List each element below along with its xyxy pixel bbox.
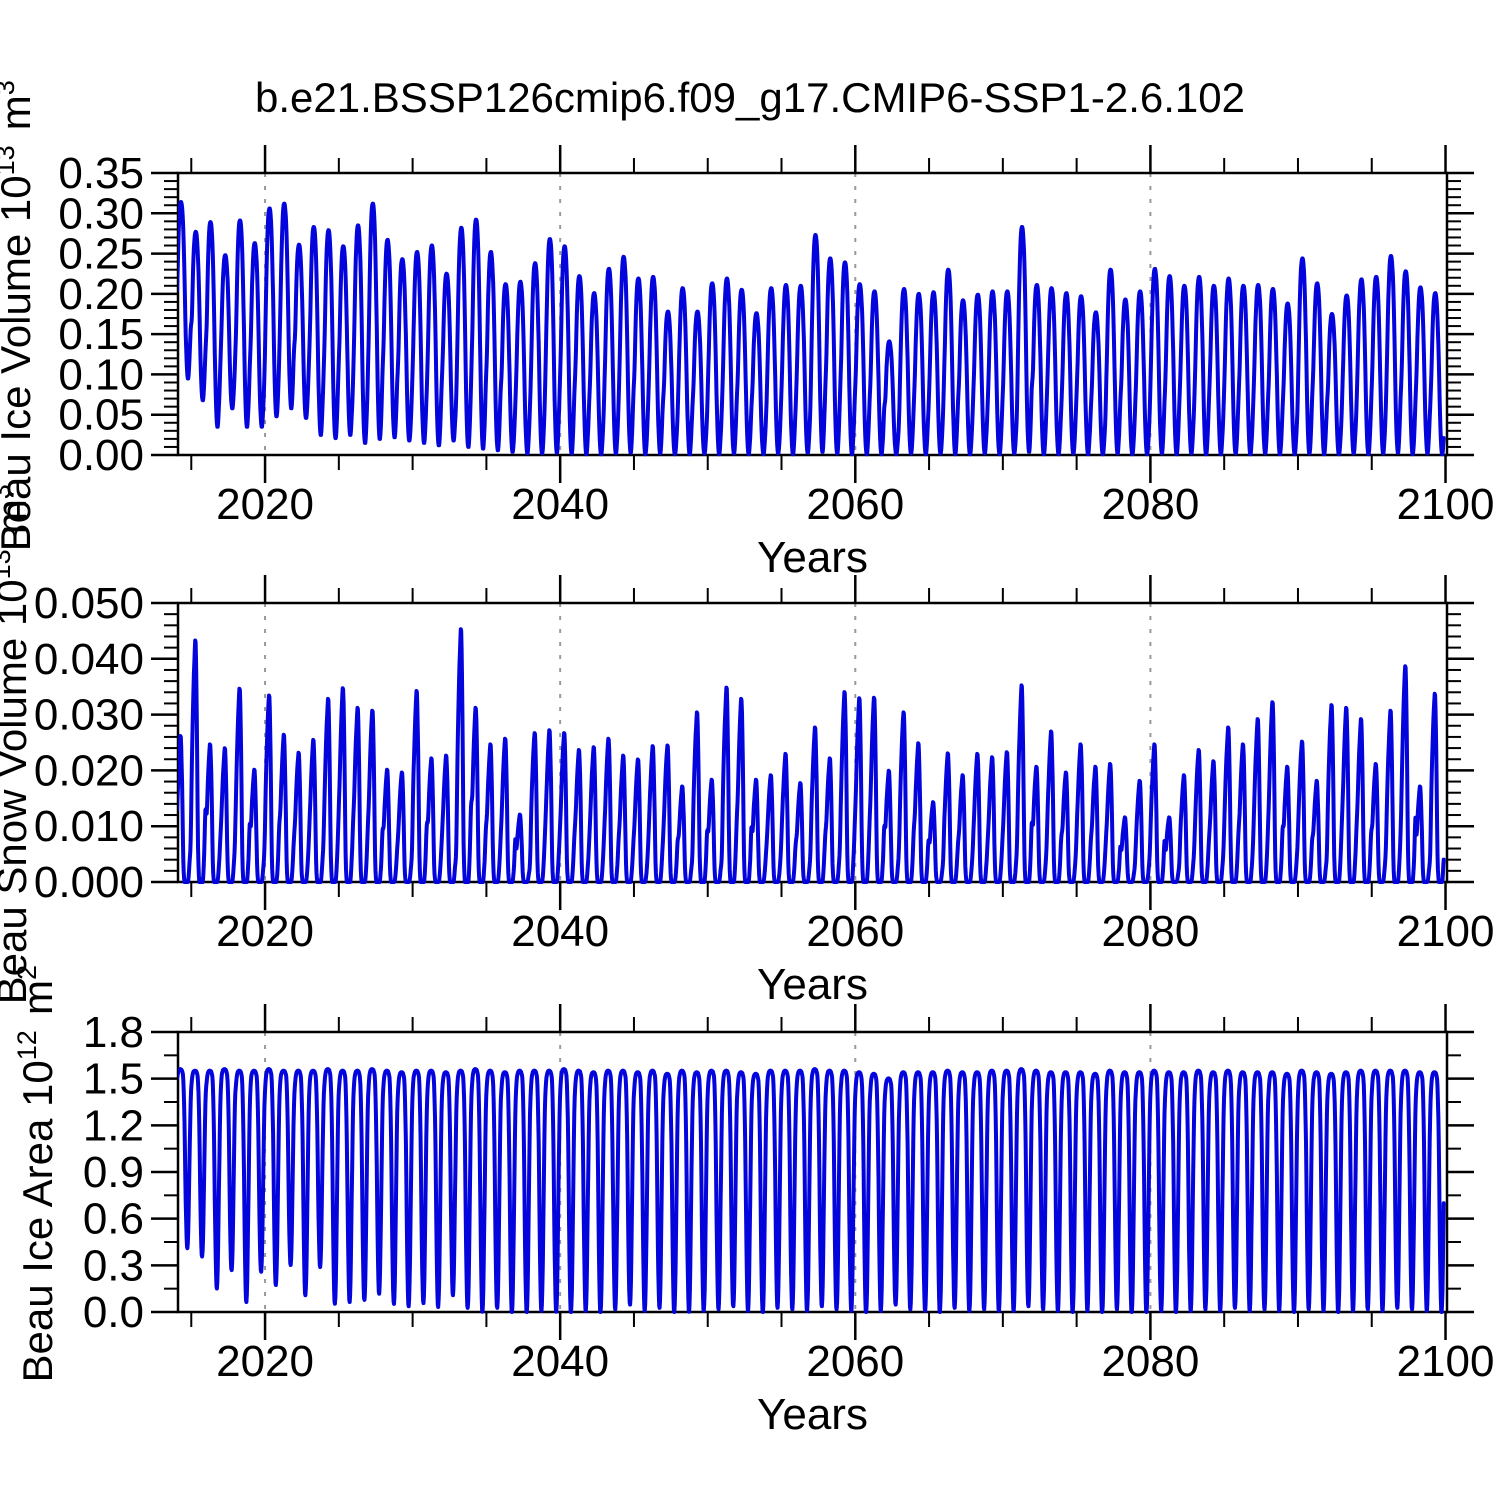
ylabel-text: Beau Snow Volume 10 — [0, 579, 35, 1004]
ylabel-text: Beau Ice Area 10 — [14, 1060, 61, 1382]
y-tick-label: 0.30 — [58, 189, 144, 238]
x-tick-label: 2040 — [511, 480, 609, 529]
ylabel-text: m — [14, 980, 61, 1027]
panel-ice-area: 2020 2040 2060 2080 2100Years0.00.30.60.91.2… — [12, 961, 1495, 1439]
x-tick-label: 2020 — [216, 1337, 314, 1386]
series-line-snow-volume — [178, 627, 1446, 884]
series-line-ice-area — [178, 1067, 1446, 1314]
plot-frame — [176, 171, 1449, 457]
y-axis: 0.000.050.100.150.200.250.300.35 — [58, 149, 1474, 480]
y-tick-label: 1.5 — [83, 1055, 144, 1104]
x-tick-label: 2100 — [1397, 480, 1495, 529]
y-tick-label: 1.8 — [83, 1008, 144, 1057]
x-axis-label: Years — [757, 533, 868, 582]
ylabel-text: m — [0, 499, 35, 546]
x-tick-label: 2040 — [511, 1337, 609, 1386]
ylabel-superscript: 12 — [12, 1030, 42, 1060]
ylabel-superscript: 3 — [0, 484, 16, 499]
x-tick-label: 2040 — [511, 907, 609, 956]
x-tick-label: 2060 — [806, 1337, 904, 1386]
x-axis-label: Years — [757, 960, 868, 1009]
ylabel-superscript: 3 — [0, 80, 20, 95]
ylabel-text — [0, 481, 35, 485]
x-tick-label: 2100 — [1397, 907, 1495, 956]
y-tick-label: 0.0 — [83, 1288, 144, 1337]
ylabel-text: Beau Ice Volume 10 — [0, 175, 39, 551]
y-tick-label: 0.000 — [34, 858, 144, 907]
y-tick-label: 1.2 — [83, 1101, 144, 1150]
ylabel-text — [14, 961, 61, 965]
series-line-ice-volume — [178, 200, 1446, 457]
x-axis-label: Years — [757, 1390, 868, 1439]
x-axis: 2020 2040 2060 2080 2100 Years — [190, 575, 1495, 1009]
x-tick-label: 2080 — [1101, 480, 1199, 529]
ylabel-text: m — [0, 95, 39, 142]
x-axis: 2020 2040 2060 2080 2100 Years — [190, 145, 1495, 582]
x-tick-label: 2060 — [806, 480, 904, 529]
y-tick-label: 0.20 — [58, 270, 144, 319]
x-axis: 2020 2040 2060 2080 2100 Years — [190, 1004, 1495, 1439]
y-tick-label: 0.030 — [34, 691, 144, 740]
x-tick-label: 2100 — [1397, 1337, 1495, 1386]
y-tick-label: 0.6 — [83, 1195, 144, 1244]
ylabel-superscript: 13 — [0, 549, 16, 579]
panel-ice-volume: 2020 2040 2060 2080 2100 Years 0.000.050.100.1… — [0, 77, 1495, 582]
x-tick-label: 2080 — [1101, 1337, 1199, 1386]
y-tick-label: 0.25 — [58, 230, 144, 279]
y-axis: 0.000 0.010 0.020 0.030 0.040 0.050 — [34, 579, 1474, 907]
y-tick-label: 0.15 — [58, 310, 144, 359]
panel-snow-volume: 2020 2040 2060 2080 2100 Years 0.000 0.010 0.020… — [0, 481, 1495, 1009]
y-tick-label: 0.10 — [58, 350, 144, 399]
chart-title: b.e21.BSSP126cmip6.f09_g17.CMIP6-SSP1-2.… — [255, 74, 1245, 121]
x-tick-label: 2020 — [216, 480, 314, 529]
panels-group: 2020 2040 2060 2080 2100 Years 0.000.050.100.1… — [0, 77, 1495, 1439]
y-tick-label: 0.3 — [83, 1241, 144, 1290]
y-tick-label: 0.040 — [34, 635, 144, 684]
ylabel-text — [0, 77, 39, 81]
y-tick-label: 0.020 — [34, 746, 144, 795]
y-axis-label: Beau Ice Volume 1013 m3 — [0, 77, 39, 552]
y-tick-label: 0.00 — [58, 431, 144, 480]
y-axis-label: Beau Ice Area 1012 m2 — [12, 961, 61, 1382]
y-axis: 0.00.30.60.91.21.51.8 — [83, 1008, 1474, 1337]
x-tick-label: 2080 — [1101, 907, 1199, 956]
y-tick-label: 0.35 — [58, 149, 144, 198]
y-tick-label: 0.010 — [34, 802, 144, 851]
ylabel-superscript: 13 — [0, 145, 20, 175]
y-tick-label: 0.9 — [83, 1148, 144, 1197]
y-tick-label: 0.050 — [34, 579, 144, 628]
x-tick-label: 2060 — [806, 907, 904, 956]
x-tick-label: 2020 — [216, 907, 314, 956]
y-tick-label: 0.05 — [58, 391, 144, 440]
y-axis-label: Beau Snow Volume 1013 m3 — [0, 481, 35, 1005]
ylabel-superscript: 2 — [12, 965, 42, 980]
